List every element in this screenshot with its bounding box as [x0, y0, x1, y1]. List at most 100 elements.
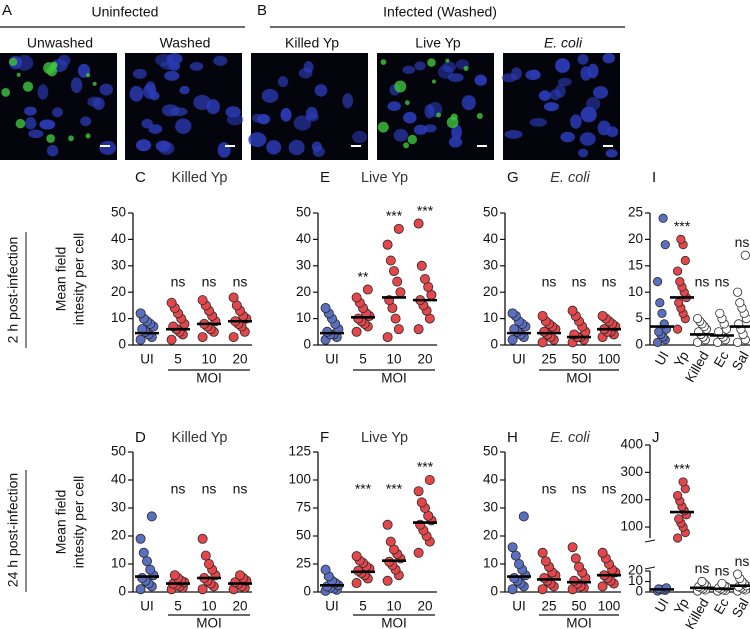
data-point [351, 292, 362, 303]
y-tick-label: 30 [111, 500, 126, 515]
data-point [382, 575, 393, 586]
nucleus [528, 69, 541, 79]
nucleus [52, 107, 63, 118]
y-tick-label: 10 [111, 556, 126, 571]
x-tick-label: 20 [417, 352, 432, 367]
x-tick-label: 25 [541, 352, 556, 367]
data-point [419, 273, 430, 284]
data-point [392, 276, 403, 287]
image-label: E. coli [544, 35, 583, 51]
data-point [567, 542, 578, 553]
data-point [507, 334, 518, 345]
data-point [413, 324, 424, 335]
nucleus [451, 124, 462, 141]
x-tick-label: Sal [729, 596, 750, 620]
group-label: Uninfected [92, 4, 159, 20]
data-point [351, 551, 362, 562]
bacteria-signal [476, 113, 483, 120]
panel-letter: H [507, 429, 518, 446]
x-tick-label: Ec [711, 349, 732, 370]
nucleus [288, 139, 305, 156]
data-point [382, 332, 393, 343]
nucleus [580, 66, 592, 81]
nucleus [414, 61, 426, 71]
chart-title: E. coli [550, 170, 590, 186]
data-point [353, 313, 364, 324]
y-tick-label: 25 [296, 556, 311, 571]
x-tick-label: UI [140, 599, 154, 614]
y-tick-label: 10 [483, 310, 498, 325]
nucleus [129, 85, 144, 102]
x-tick-label: 100 [598, 352, 621, 367]
group-label: Infected (Washed) [383, 4, 497, 20]
x-tick-label: Sal [729, 349, 750, 373]
chart-title: Killed Yp [172, 170, 228, 186]
nucleus [25, 116, 37, 130]
panel-letter: I [652, 169, 656, 186]
data-point [597, 581, 608, 592]
x-tick-label: 20 [417, 599, 432, 614]
nucleus [257, 113, 271, 125]
data-point [135, 334, 146, 345]
nucleus [213, 55, 228, 66]
data-point [717, 578, 727, 589]
significance: ns [171, 274, 186, 290]
bacteria-signal [403, 142, 410, 149]
y-tick-label: 100 [288, 472, 311, 487]
panel-letter: D [135, 429, 146, 446]
y-tick-label: 20 [296, 284, 311, 299]
nucleus [225, 106, 241, 118]
significance: ns [695, 560, 710, 576]
bacteria-signal [68, 135, 74, 142]
nucleus [393, 128, 409, 142]
y-tick-label: 50 [296, 528, 311, 543]
bacteria-signal [50, 62, 58, 70]
x-tick-label: 5 [359, 352, 367, 367]
nucleus [605, 149, 618, 158]
data-point [395, 287, 406, 298]
y-tick-label: 30 [483, 500, 498, 515]
data-point [672, 266, 683, 276]
x-tick-label: 20 [232, 599, 247, 614]
nucleus [577, 54, 589, 65]
nucleus [46, 145, 59, 157]
significance: ns [202, 274, 217, 290]
bacteria-signal [85, 73, 91, 78]
x-tick-label: Yp [671, 349, 692, 370]
data-point [393, 324, 404, 335]
nucleus [175, 118, 192, 134]
significance: ns [715, 274, 730, 290]
nucleus [529, 118, 547, 127]
y-tick-label: 0 [303, 584, 311, 599]
data-point [658, 213, 668, 223]
y-tick-label: 20 [111, 528, 126, 543]
data-point [385, 255, 396, 266]
significance: ns [233, 481, 248, 497]
nucleus [602, 52, 616, 64]
data-point [322, 326, 333, 337]
y-tick-label: 30 [483, 257, 498, 272]
data-point [200, 550, 211, 561]
x-tick-label: 10 [386, 352, 401, 367]
data-point [537, 547, 548, 558]
significance: *** [417, 202, 434, 218]
bacteria-signal [85, 133, 91, 139]
nucleus [280, 107, 292, 122]
nucleus [70, 77, 83, 94]
x-axis-label: MOI [381, 371, 407, 386]
data-point [676, 234, 686, 244]
nucleus [155, 54, 173, 67]
y-tick-label: 20 [483, 284, 498, 299]
nucleus [314, 84, 328, 97]
data-point [351, 578, 362, 589]
panel-letter: A [2, 2, 12, 19]
bacteria-signal [92, 81, 97, 86]
y-tick-label: 0 [303, 337, 311, 352]
significance: ns [233, 274, 248, 290]
y-tick-label: 40 [111, 231, 126, 246]
bacteria-signal [16, 72, 21, 77]
row-label: 24 h post-infection [5, 473, 21, 587]
significance: ns [735, 234, 750, 250]
data-point [385, 536, 396, 547]
